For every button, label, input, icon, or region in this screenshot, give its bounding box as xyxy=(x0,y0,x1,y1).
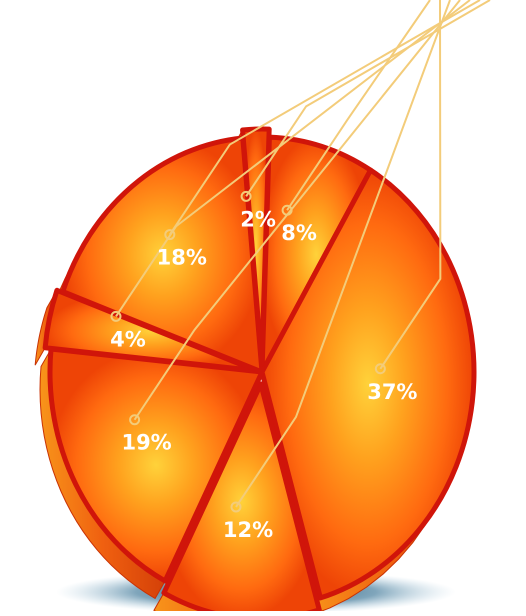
data-label: 4% xyxy=(110,327,146,351)
data-label: 2% xyxy=(240,207,276,231)
data-label: 8% xyxy=(281,221,317,245)
leader-lines xyxy=(110,0,491,513)
leader-line xyxy=(286,0,431,211)
leader-marker xyxy=(230,501,242,513)
data-labels: 8% 37% 12% 19% 4% 18% 2% xyxy=(110,207,417,542)
data-label: 18% xyxy=(157,246,207,270)
data-label: 37% xyxy=(367,380,417,404)
leader-marker xyxy=(374,363,386,375)
data-label: 12% xyxy=(223,518,273,542)
leader-line xyxy=(133,0,461,421)
data-label: 19% xyxy=(121,431,171,455)
pie-slice xyxy=(60,135,265,375)
pie-slice xyxy=(259,167,477,601)
leader-marker xyxy=(164,229,176,241)
leader-line xyxy=(235,0,451,508)
pie-faces xyxy=(42,126,477,616)
leader-line xyxy=(245,0,491,197)
leader-line xyxy=(168,0,481,236)
pie-slice-side xyxy=(153,592,321,616)
pie-slice xyxy=(259,134,374,375)
leader-marker xyxy=(110,310,122,322)
leader-marker xyxy=(129,414,141,426)
leader-line xyxy=(379,0,442,370)
pie-slice xyxy=(47,346,265,584)
leader-marker xyxy=(240,190,252,202)
